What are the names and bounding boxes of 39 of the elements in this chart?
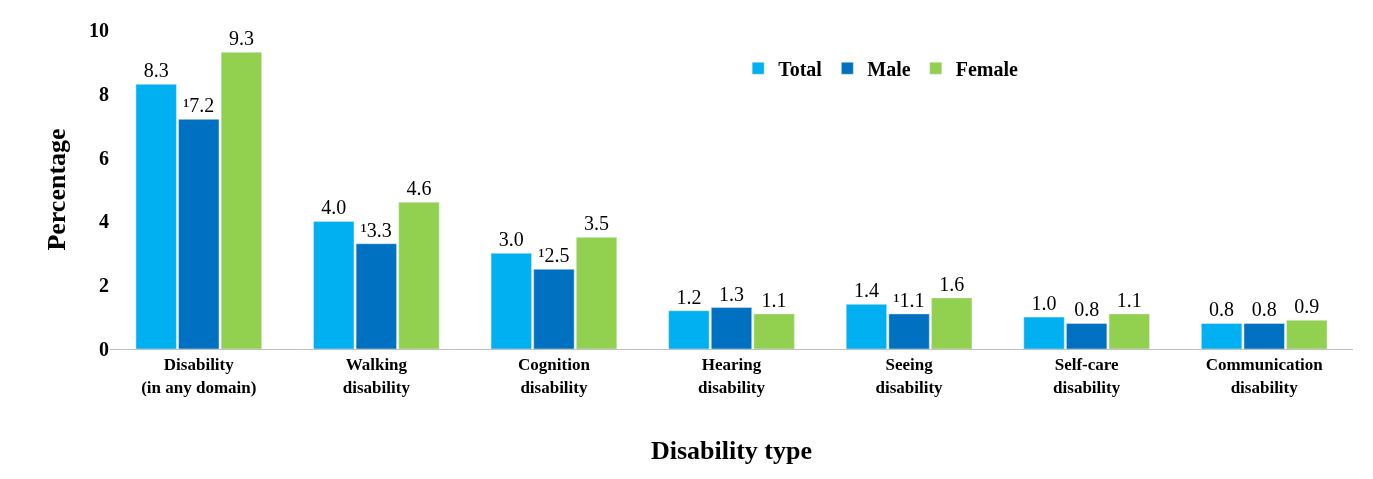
data-label: 1.2 [676, 285, 702, 308]
data-label: 9.3 [228, 27, 254, 50]
y-tick-label: 4 [99, 210, 109, 233]
data-label: 1.6 [939, 272, 965, 295]
y-tick-label: 6 [99, 146, 109, 169]
data-label: 4.6 [406, 177, 432, 200]
x-tick-label: Cognition disability [518, 355, 591, 397]
data-label: 1.0 [1031, 292, 1057, 315]
data-label: 3.5 [584, 212, 610, 235]
data-label: 8.3 [143, 59, 169, 82]
x-axis-title: Disability type [650, 436, 813, 466]
data-label: 1.1 [1116, 288, 1142, 311]
data-label: ¹3.3 [360, 218, 392, 241]
y-tick-label: 10 [89, 19, 109, 41]
y-tick-label: 2 [99, 274, 109, 297]
data-label: 3.0 [498, 228, 524, 251]
x-tick-label: Self-care disability [1053, 355, 1121, 397]
legend-label: Female [955, 58, 1019, 81]
x-tick-label: Communication disability [1205, 355, 1324, 397]
data-label: ¹7.2 [183, 94, 215, 117]
data-label: ¹1.1 [893, 288, 925, 311]
data-label: 0.8 [1209, 298, 1235, 321]
data-label: 1.4 [853, 279, 879, 302]
x-tick-label: Walking disability [342, 355, 411, 397]
data-label: 0.8 [1251, 298, 1277, 321]
data-label: 0.9 [1294, 295, 1320, 318]
y-tick-label: 0 [99, 338, 109, 360]
legend-label: Male [867, 58, 911, 81]
x-tick-label: Disability (in any domain) [141, 355, 257, 397]
x-tick-label: Hearing disability [697, 355, 766, 397]
x-tick-label: Seeing disability [875, 355, 944, 397]
data-label: 1.3 [719, 282, 744, 305]
data-label: 4.0 [321, 196, 347, 219]
data-label: ¹2.5 [538, 244, 570, 267]
data-label: 0.8 [1074, 298, 1100, 321]
data-label: 1.1 [761, 288, 787, 311]
legend-label: Total [778, 58, 823, 81]
y-tick-label: 8 [99, 82, 109, 105]
y-axis-title: Percentage [42, 128, 72, 251]
